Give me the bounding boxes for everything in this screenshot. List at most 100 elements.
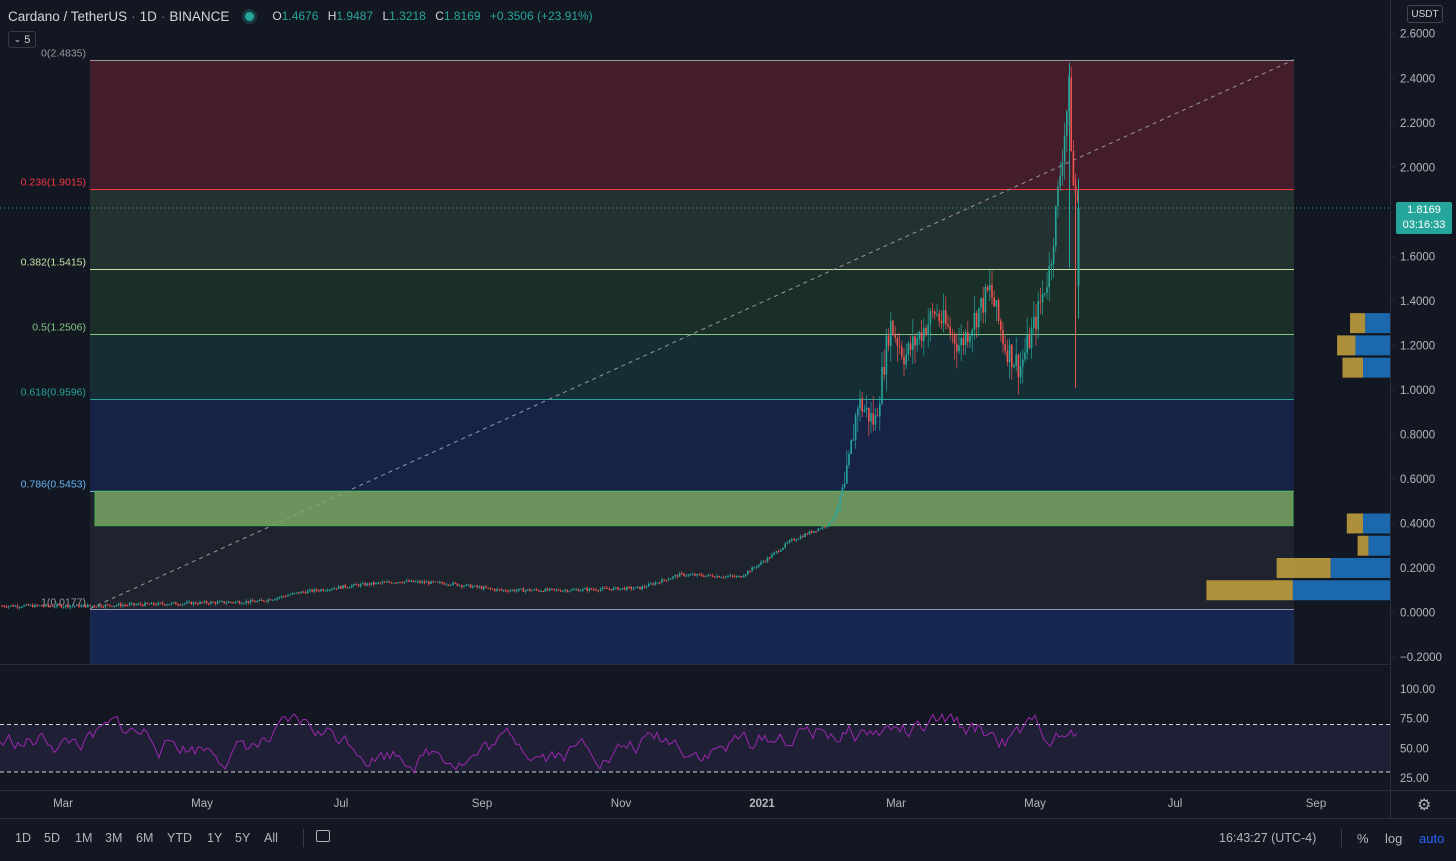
candle-body bbox=[608, 588, 610, 590]
candle-body bbox=[672, 576, 674, 579]
candle-body bbox=[164, 604, 166, 606]
volume-profile-bar-down bbox=[1365, 313, 1390, 334]
indicators-toggle-button[interactable]: ⌄ 5 bbox=[8, 31, 36, 48]
candle-body bbox=[843, 483, 846, 488]
fib-band bbox=[90, 59, 1294, 190]
candle-body bbox=[766, 557, 769, 562]
timeframe-5y[interactable]: 5Y bbox=[235, 831, 251, 845]
candle-body bbox=[742, 576, 745, 578]
candle-body bbox=[146, 602, 148, 604]
candle-body bbox=[663, 579, 665, 581]
candle-body bbox=[296, 592, 298, 594]
candle-body bbox=[566, 590, 569, 592]
candle-body bbox=[208, 603, 210, 605]
candle-body bbox=[747, 571, 749, 575]
candle-body bbox=[355, 583, 357, 585]
candle-body bbox=[390, 582, 393, 584]
candle-body bbox=[245, 601, 247, 604]
timeframe-ytd[interactable]: YTD bbox=[167, 831, 192, 845]
candle-body bbox=[934, 311, 936, 315]
timeframe-5d[interactable]: 5D bbox=[44, 831, 60, 845]
candle-body bbox=[659, 582, 661, 584]
timeframe-3m[interactable]: 3M bbox=[105, 831, 123, 845]
gear-icon[interactable]: ⚙ bbox=[1417, 797, 1432, 814]
candle-body bbox=[236, 601, 239, 603]
candle-body bbox=[302, 591, 305, 593]
candle-body bbox=[722, 577, 725, 579]
candle-body bbox=[518, 588, 520, 591]
candle-body bbox=[599, 589, 602, 591]
candle-body bbox=[485, 586, 487, 588]
candle-body bbox=[859, 398, 861, 409]
candle-body bbox=[927, 324, 929, 335]
price-axis-label: 2.4000 bbox=[1400, 73, 1435, 85]
candle-body bbox=[553, 588, 555, 590]
candle-body bbox=[733, 576, 736, 578]
timeframe-1d[interactable]: 1D bbox=[15, 831, 31, 845]
symbol-name[interactable]: Cardano / TetherUS bbox=[8, 8, 128, 24]
candle-body bbox=[467, 584, 470, 586]
candle-body bbox=[285, 596, 287, 598]
candle-body bbox=[289, 594, 291, 596]
candle-body bbox=[709, 574, 712, 576]
candle-body bbox=[795, 539, 797, 541]
candle-body bbox=[557, 589, 560, 591]
candle-body bbox=[1077, 193, 1079, 202]
candle-body bbox=[714, 576, 716, 578]
candle-body bbox=[626, 586, 628, 590]
candle-body bbox=[40, 605, 43, 607]
candle-body bbox=[861, 398, 863, 412]
candle-body bbox=[135, 604, 137, 606]
log-scale-button[interactable]: log bbox=[1385, 831, 1403, 846]
exchange-label: BINANCE bbox=[169, 8, 230, 24]
candle-body bbox=[645, 586, 648, 588]
candle-body bbox=[386, 581, 388, 583]
timeframe-all[interactable]: All bbox=[264, 831, 278, 845]
candle-body bbox=[139, 603, 142, 605]
candle-body bbox=[463, 585, 465, 587]
candle-body bbox=[775, 551, 778, 553]
candle-body bbox=[542, 591, 544, 593]
candle-body bbox=[634, 587, 637, 589]
candle-body bbox=[703, 575, 705, 577]
candle-body bbox=[329, 589, 331, 591]
candle-body bbox=[230, 601, 232, 603]
calendar-icon[interactable] bbox=[316, 830, 330, 842]
candle-body bbox=[205, 601, 208, 604]
percent-scale-button[interactable]: % bbox=[1357, 831, 1369, 846]
timeframe-1m[interactable]: 1M bbox=[75, 831, 93, 845]
candle-body bbox=[648, 583, 650, 587]
candle-body bbox=[412, 580, 415, 582]
price-axis-label: 2.0000 bbox=[1400, 162, 1435, 174]
candle-body bbox=[489, 587, 492, 589]
candle-body bbox=[14, 605, 16, 607]
candle-body bbox=[278, 597, 280, 599]
auto-scale-button[interactable]: auto bbox=[1419, 831, 1445, 846]
candle-body bbox=[194, 602, 197, 604]
candle-body bbox=[395, 582, 397, 584]
candle-body bbox=[474, 585, 476, 587]
candle-body bbox=[533, 589, 536, 591]
candle-body bbox=[188, 601, 190, 603]
timeframe-1y[interactable]: 1Y bbox=[207, 831, 223, 845]
candle-body bbox=[49, 605, 52, 607]
candle-body bbox=[100, 605, 102, 607]
candle-body bbox=[839, 495, 841, 505]
candle-body bbox=[179, 604, 181, 606]
currency-button[interactable]: USDT bbox=[1407, 5, 1443, 23]
candle-body bbox=[153, 602, 155, 605]
candle-body bbox=[593, 589, 595, 591]
clock-timezone[interactable]: 16:43:27 (UTC-4) bbox=[1219, 831, 1317, 845]
candle-body bbox=[122, 604, 124, 607]
candle-body bbox=[480, 586, 483, 590]
candle-body bbox=[879, 403, 881, 417]
candle-body bbox=[546, 588, 549, 591]
candle-body bbox=[445, 584, 448, 586]
candle-body bbox=[802, 536, 804, 538]
candle-body bbox=[331, 589, 333, 591]
volume-profile-bar-up bbox=[1337, 335, 1356, 356]
timeframe-6m[interactable]: 6M bbox=[136, 831, 154, 845]
interval-label[interactable]: 1D bbox=[139, 8, 157, 24]
time-axis-label: Sep bbox=[1306, 798, 1326, 810]
